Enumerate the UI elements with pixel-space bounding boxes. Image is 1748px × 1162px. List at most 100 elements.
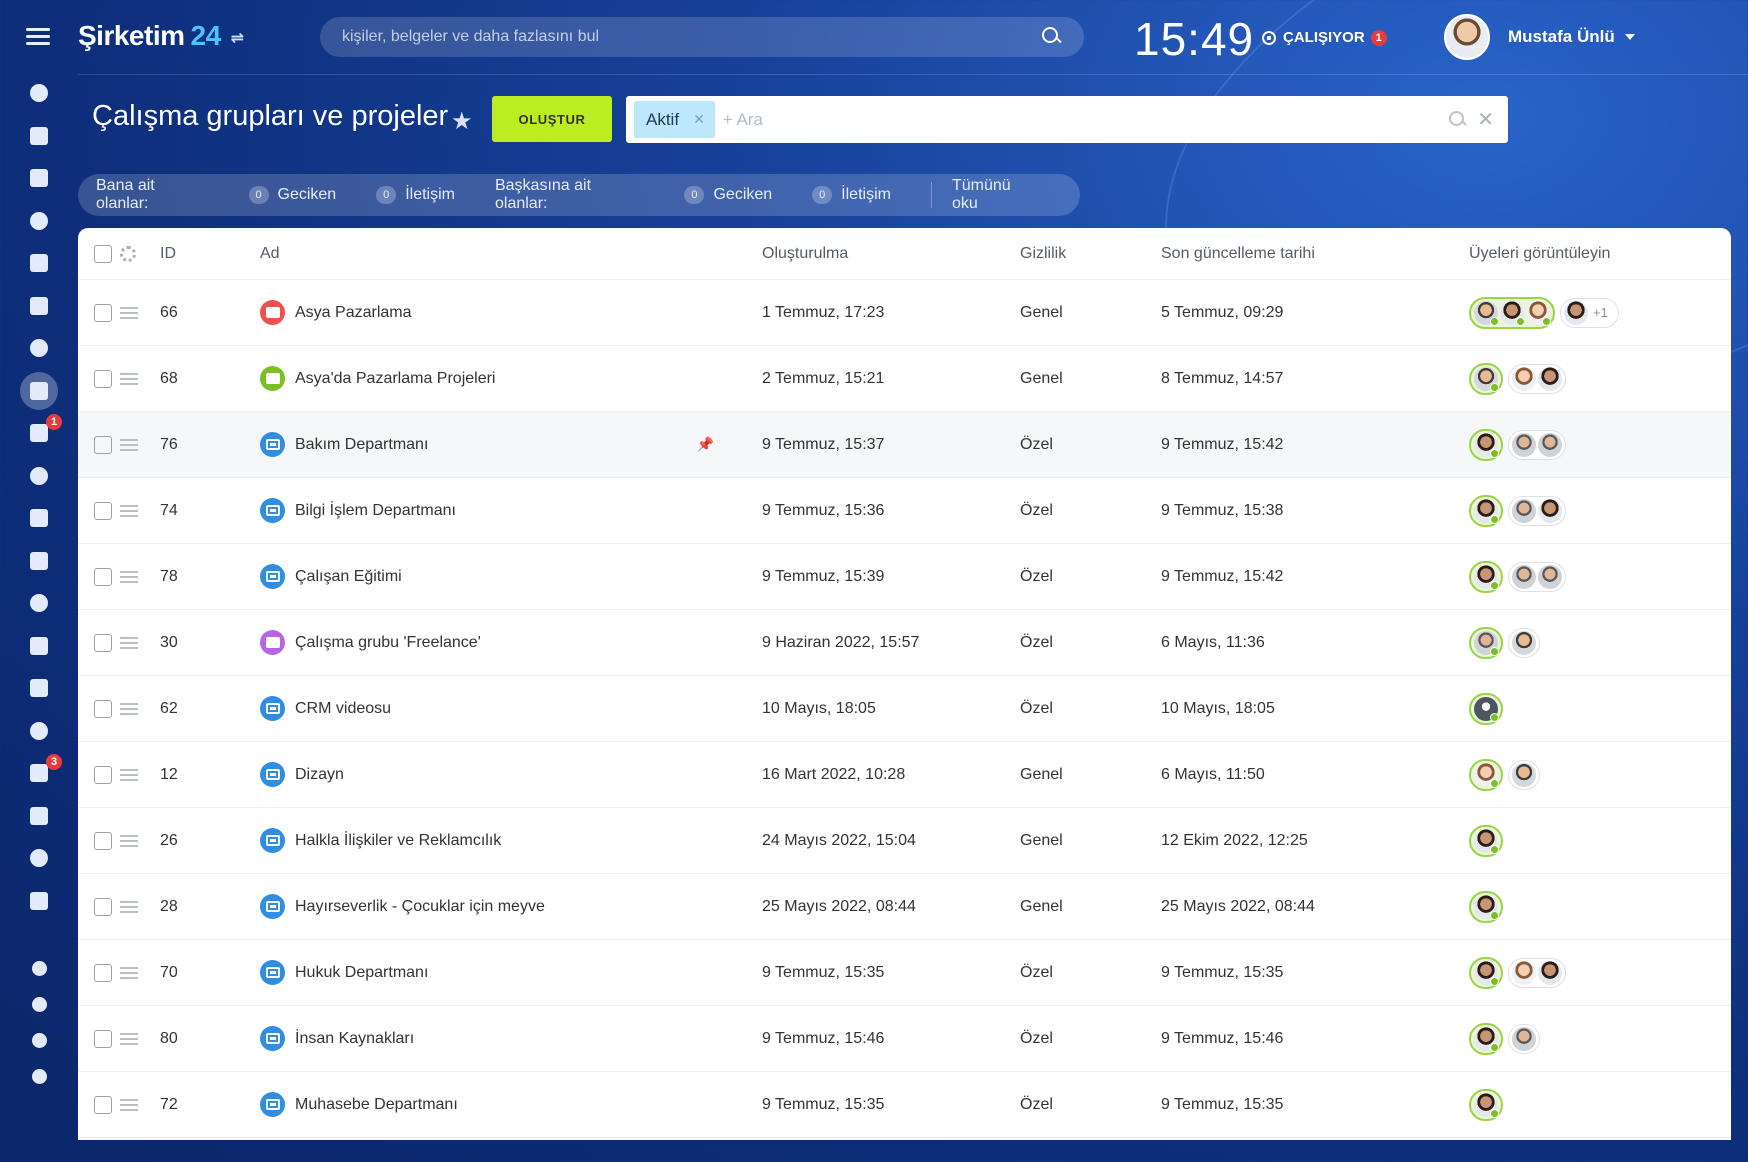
cart-icon[interactable] [20,584,58,622]
member-avatar[interactable] [1564,300,1588,325]
row-checkbox[interactable] [94,303,112,322]
table-row[interactable]: 66 Asya Pazarlama 1 Temmuz, 17:23 Genel 5 Te… [78,280,1731,346]
owner-avatars[interactable] [1469,362,1503,395]
mine-overdue-counter[interactable]: 0 Geciken [248,186,336,204]
help-icon[interactable] [20,950,58,986]
group-name-link[interactable]: CRM videosu [295,699,392,717]
member-avatar[interactable] [1538,366,1562,391]
crm-icon[interactable] [20,457,58,495]
col-members[interactable]: Üyeleri görüntüleyin [1469,244,1611,262]
clear-filter-icon[interactable]: ✕ [1477,109,1494,131]
member-avatar[interactable] [1512,762,1536,787]
row-checkbox[interactable] [94,831,112,850]
member-avatar[interactable] [1512,498,1536,523]
member-avatars[interactable]: +1 [1560,297,1619,328]
create-button[interactable]: OLUŞTUR [492,96,612,142]
col-updated[interactable]: Son güncelleme tarihi [1161,244,1315,262]
member-avatar[interactable] [1474,432,1499,458]
group-name-link[interactable]: İnsan Kaynakları [295,1029,415,1047]
member-avatar[interactable] [1474,300,1499,326]
row-actions-icon[interactable] [120,636,138,649]
member-avatar[interactable] [1474,828,1499,854]
others-comments-counter[interactable]: 0 İletişim [812,186,891,204]
owner-avatars[interactable] [1469,626,1503,659]
col-name[interactable]: Ad [260,244,280,262]
user-avatar[interactable] [1444,14,1490,60]
col-id[interactable]: ID [160,244,176,262]
group-name-link[interactable]: Asya Pazarlama [295,303,412,321]
owner-avatars[interactable] [1469,890,1503,923]
group-name-link[interactable]: Hukuk Departmanı [295,963,429,981]
user-menu[interactable]: Mustafa Ünlü [1444,14,1635,60]
owner-avatars[interactable] [1469,692,1503,725]
table-row[interactable]: 28 Hayırseverlik - Çocuklar için meyve 25 … [78,874,1731,940]
work-status[interactable]: ÇALIŞIYOR 1 [1262,29,1387,46]
member-avatars[interactable] [1508,759,1540,790]
table-row[interactable]: 78 Çalışan Eğitimi 9 Temmuz, 15:39 Özel 9 Te… [78,544,1731,610]
structure-icon[interactable] [20,986,58,1022]
row-checkbox[interactable] [94,633,112,652]
table-row[interactable]: 30 Çalışma grubu 'Freelance' 9 Haziran 202… [78,610,1731,676]
search-icon[interactable] [1042,27,1062,47]
messenger-icon[interactable] [20,117,58,155]
table-row[interactable]: 12 Dizayn 16 Mart 2022, 10:28 Genel 6 Mayıs,… [78,742,1731,808]
remove-filter-icon[interactable]: ✕ [693,111,705,127]
drive-icon[interactable] [20,287,58,325]
owner-avatars[interactable] [1469,956,1503,989]
row-actions-icon[interactable] [120,570,138,583]
row-checkbox[interactable] [94,765,112,784]
user-name[interactable]: Mustafa Ünlü [1508,27,1615,46]
table-row[interactable]: 68 Asya'da Pazarlama Projeleri 2 Temmuz, 1… [78,346,1731,412]
gear-icon[interactable] [120,245,136,262]
table-row[interactable]: 76 Bakım Departmanı 📌 9 Temmuz, 15:37 Özel 9 … [78,412,1731,478]
group-name-link[interactable]: Hayırseverlik - Çocuklar için meyve [295,897,545,915]
robot-icon[interactable] [20,797,58,835]
calendar-icon[interactable] [20,202,58,240]
filter-search-box[interactable]: Aktif ✕ + Ara ✕ [626,96,1508,143]
member-avatar[interactable] [1526,300,1551,326]
owner-avatars[interactable] [1469,560,1503,593]
row-checkbox[interactable] [94,567,112,586]
select-all-checkbox[interactable] [94,244,112,263]
tasks-icon[interactable]: 1 [20,414,62,452]
settings-icon[interactable] [20,1022,58,1058]
group-name-link[interactable]: Muhasebe Departmanı [295,1095,458,1113]
groups-icon[interactable] [20,371,58,410]
chevron-down-icon[interactable] [1624,34,1635,40]
forms-icon[interactable] [20,627,58,665]
read-all-button[interactable]: Tümünü oku [951,177,1011,212]
menu-burger-icon[interactable] [26,28,50,46]
member-avatar[interactable] [1512,960,1536,985]
group-name-link[interactable]: Halkla İlişkiler ve Reklamcılık [295,831,502,849]
member-avatar[interactable] [1474,1092,1499,1118]
group-name-link[interactable]: Çalışan Eğitimi [295,567,402,585]
row-actions-icon[interactable] [120,768,138,781]
member-avatar[interactable] [1538,432,1562,457]
star-icon[interactable]: ★ [451,108,473,135]
group-name-link[interactable]: Dizayn [295,765,344,783]
member-avatar[interactable] [1474,894,1499,920]
row-actions-icon[interactable] [120,966,138,979]
member-avatars[interactable] [1508,957,1566,988]
member-avatar[interactable] [1474,1026,1499,1052]
sign-icon[interactable] [20,669,58,707]
row-actions-icon[interactable] [120,372,138,385]
row-checkbox[interactable] [94,1095,112,1114]
member-avatar[interactable] [1538,564,1562,589]
owner-avatars[interactable] [1469,824,1503,857]
feed-icon[interactable] [20,74,58,112]
member-avatar[interactable] [1538,960,1562,985]
box-icon[interactable] [20,839,58,877]
owner-avatars[interactable] [1469,1022,1503,1055]
member-avatar[interactable] [1474,762,1499,788]
member-avatars[interactable] [1508,495,1566,526]
row-checkbox[interactable] [94,369,112,388]
row-checkbox[interactable] [94,501,112,520]
row-actions-icon[interactable] [120,1098,138,1111]
member-avatars[interactable] [1508,429,1566,460]
member-avatar[interactable] [1474,960,1499,986]
add-icon[interactable] [20,1058,58,1094]
target-icon[interactable] [20,542,58,580]
member-avatar[interactable] [1512,630,1536,655]
member-avatar[interactable] [1512,432,1536,457]
